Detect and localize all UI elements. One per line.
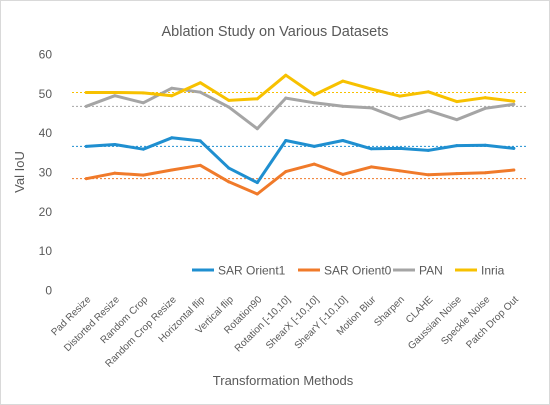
data-point <box>398 146 402 150</box>
reference-lines <box>72 92 528 180</box>
legend-label: SAR Orient1 <box>218 264 286 278</box>
data-point <box>227 98 231 102</box>
data-point <box>312 144 316 148</box>
y-tick-label: 40 <box>39 126 53 140</box>
legend-label: SAR Orient0 <box>324 264 392 278</box>
data-point <box>113 94 117 98</box>
data-point <box>170 86 174 90</box>
data-point <box>483 96 487 100</box>
data-point <box>255 127 259 131</box>
data-point <box>198 163 202 167</box>
data-point <box>369 147 373 151</box>
legend: SAR Orient1 SAR Orient0 PAN Inria <box>192 264 505 278</box>
data-point <box>512 168 516 172</box>
data-point <box>455 144 459 148</box>
data-point <box>284 96 288 100</box>
data-point <box>369 165 373 169</box>
data-point <box>426 173 430 177</box>
data-point <box>84 104 88 108</box>
data-point <box>512 102 516 106</box>
data-point <box>455 100 459 104</box>
data-point <box>426 90 430 94</box>
data-point <box>84 177 88 181</box>
series-lines <box>84 73 516 196</box>
data-point <box>455 172 459 176</box>
y-tick-label: 30 <box>39 166 53 180</box>
y-tick-label: 0 <box>45 284 52 298</box>
data-point <box>198 139 202 143</box>
data-point <box>369 87 373 91</box>
data-point <box>455 118 459 122</box>
y-tick-label: 20 <box>39 205 53 219</box>
data-point <box>341 172 345 176</box>
data-point <box>227 180 231 184</box>
data-point <box>341 79 345 83</box>
legend-label: Inria <box>481 264 505 278</box>
data-point <box>141 173 145 177</box>
data-point <box>113 91 117 95</box>
y-tick-label: 60 <box>39 48 53 62</box>
x-axis-title: Transformation Methods <box>213 373 354 388</box>
y-tick-label: 50 <box>39 87 53 101</box>
series-line-0 <box>84 136 516 185</box>
data-point <box>170 94 174 98</box>
data-point <box>141 101 145 105</box>
data-point <box>483 171 487 175</box>
data-point <box>227 166 231 170</box>
data-point <box>426 109 430 113</box>
data-point <box>255 97 259 101</box>
data-point <box>284 139 288 143</box>
data-point <box>284 170 288 174</box>
data-point <box>483 143 487 147</box>
chart-title: Ablation Study on Various Datasets <box>161 24 388 40</box>
data-point <box>170 136 174 140</box>
data-point <box>198 81 202 85</box>
data-point <box>141 147 145 151</box>
data-point <box>312 162 316 166</box>
data-point <box>113 142 117 146</box>
data-point <box>512 146 516 150</box>
data-point <box>141 91 145 95</box>
data-point <box>483 106 487 110</box>
legend-label: PAN <box>419 264 443 278</box>
data-point <box>255 181 259 185</box>
data-point <box>198 90 202 94</box>
y-tick-label: 10 <box>39 244 53 258</box>
series-line-3 <box>84 73 516 104</box>
x-tick-label: Sharpen <box>372 294 407 329</box>
data-point <box>512 99 516 103</box>
data-point <box>255 192 259 196</box>
data-point <box>312 101 316 105</box>
y-axis-ticks: 0 10 20 30 40 50 60 <box>39 48 53 298</box>
y-axis-title: Val IoU <box>12 151 27 193</box>
data-point <box>369 106 373 110</box>
data-point <box>312 93 316 97</box>
data-point <box>227 105 231 109</box>
data-point <box>170 168 174 172</box>
data-point <box>113 171 117 175</box>
data-point <box>84 91 88 95</box>
data-point <box>84 144 88 148</box>
data-point <box>398 94 402 98</box>
data-point <box>398 169 402 173</box>
data-point <box>398 117 402 121</box>
data-point <box>284 73 288 77</box>
x-tick-label: Patch Drop Out <box>464 294 521 351</box>
data-point <box>341 139 345 143</box>
data-point <box>341 104 345 108</box>
data-point <box>426 148 430 152</box>
series-line-1 <box>84 162 516 196</box>
